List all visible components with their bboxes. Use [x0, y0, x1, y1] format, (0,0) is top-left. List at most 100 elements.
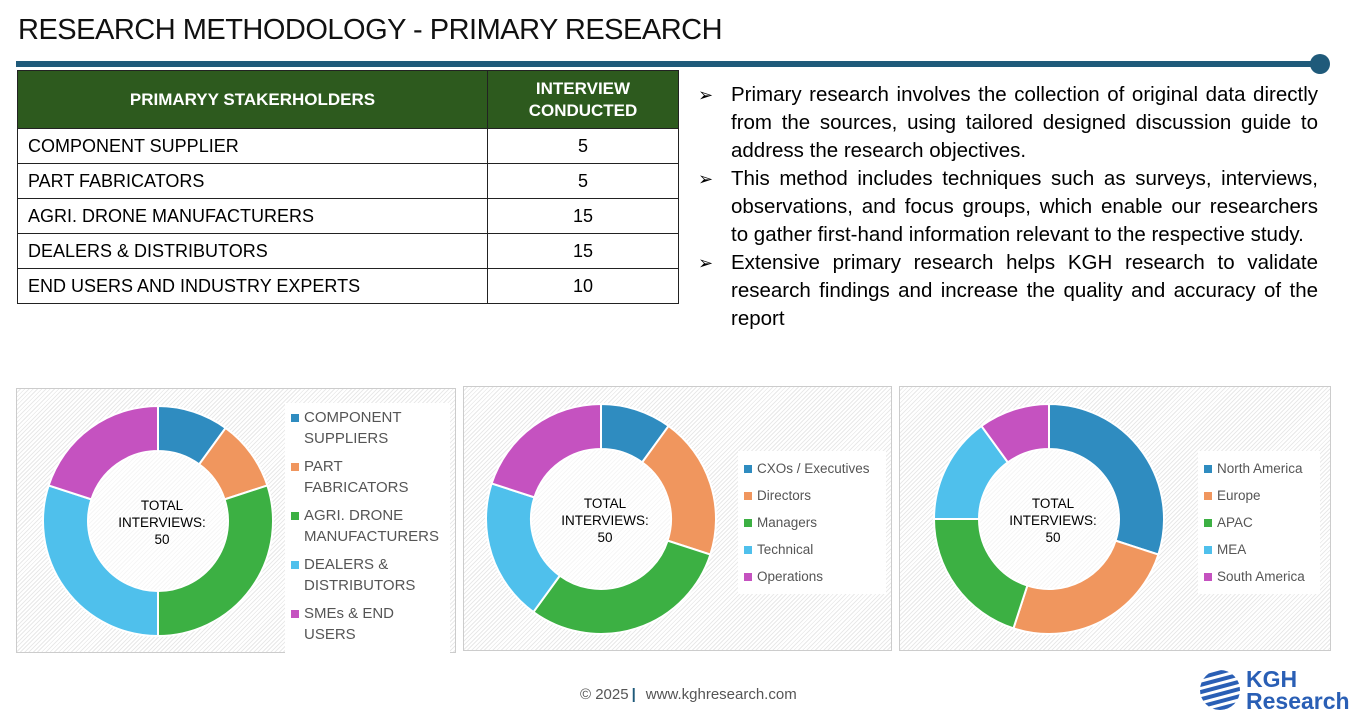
legend-label: South America	[1217, 569, 1305, 584]
legend-swatch	[1204, 518, 1212, 527]
website-link[interactable]: www.kghresearch.com	[645, 686, 797, 703]
legend-label: DEALERS & DISTRIBUTORS	[304, 556, 416, 594]
legend-label: North America	[1217, 461, 1303, 476]
chart-designation: TOTAL INTERVIEWS: 50 CXOs / Executives Direc…	[463, 386, 892, 651]
legend-label: AGRI. DRONE MANUFACTURERS	[304, 507, 440, 545]
stakeholder-name: END USERS AND INDUSTRY EXPERTS	[17, 268, 488, 304]
legend-label: CXOs / Executives	[757, 461, 870, 476]
legend-label: Europe	[1217, 488, 1261, 503]
legend-swatch	[291, 610, 299, 618]
stakeholder-name: DEALERS & DISTRIBUTORS	[17, 233, 488, 269]
table-row: END USERS AND INDUSTRY EXPERTS 10	[17, 268, 679, 304]
chart-legend: COMPONENT SUPPLIERS PART FABRICATORS AGRI.…	[285, 403, 450, 656]
interview-count: 10	[487, 268, 679, 304]
title-rule	[16, 61, 1322, 67]
interview-count: 15	[487, 198, 679, 234]
legend-swatch	[1204, 545, 1212, 554]
page-title: RESEARCH METHODOLOGY - PRIMARY RESEARCH	[18, 14, 723, 46]
table-row: AGRI. DRONE MANUFACTURERS 15	[17, 198, 679, 234]
legend-label: PART FABRICATORS	[304, 458, 409, 496]
chart-stakeholders: TOTAL INTERVIEWS: 50 COMPONENT SUPPLIERS PAR…	[16, 388, 456, 656]
legend-label: SMEs & END USERS	[304, 605, 395, 643]
donut-slice	[1012, 539, 1160, 635]
legend-item: AGRI. DRONE MANUFACTURERS	[291, 505, 444, 554]
bullet-item: This method includes techniques such as …	[698, 165, 1318, 249]
globe-icon	[1200, 670, 1240, 710]
legend-swatch	[1204, 572, 1212, 581]
chart-region: TOTAL INTERVIEWS: 50 North America Europe APA…	[899, 386, 1331, 651]
legend-item: South America	[1204, 563, 1314, 590]
donut-slice	[980, 402, 1050, 464]
legend-swatch	[744, 545, 752, 554]
bullet-item: Primary research involves the collection…	[698, 81, 1318, 165]
legend-item: DEALERS & DISTRIBUTORS	[291, 554, 444, 603]
legend-label: Managers	[757, 515, 818, 530]
center-label: INTERVIEWS:	[1009, 513, 1097, 528]
legend-swatch	[744, 518, 752, 527]
table-row: COMPONENT SUPPLIER 5	[17, 128, 679, 164]
interview-count: 15	[487, 233, 679, 269]
legend-item: North America	[1204, 455, 1314, 482]
legend-swatch	[744, 572, 752, 581]
copyright: © 2025	[580, 686, 629, 703]
stakeholder-name: COMPONENT SUPPLIER	[17, 128, 488, 164]
donut-slice	[490, 402, 602, 499]
table-row: PART FABRICATORS 5	[17, 163, 679, 199]
center-label: 50	[154, 532, 169, 547]
legend-item: PART FABRICATORS	[291, 456, 444, 505]
legend-item: Europe	[1204, 482, 1314, 509]
logo-text: Research	[1246, 688, 1350, 714]
center-label: TOTAL	[141, 498, 184, 513]
legend-swatch	[291, 414, 299, 422]
legend-label: MEA	[1217, 542, 1247, 557]
center-label: TOTAL	[1032, 496, 1075, 511]
legend-item: SMEs & END USERS	[291, 603, 444, 652]
header-stakeholders: PRIMARYY STAKERHOLDERS	[17, 70, 488, 129]
footer: © 2025 | www.kghresearch.com	[580, 686, 797, 703]
legend-item: Managers	[744, 509, 880, 536]
bullet-list: Primary research involves the collection…	[698, 81, 1318, 333]
center-label: 50	[1045, 530, 1060, 545]
legend-item: Technical	[744, 536, 880, 563]
header-interviews: INTERVIEW CONDUCTED	[487, 70, 679, 129]
donut-hole	[532, 450, 670, 588]
chart-legend: North America Europe APAC MEA South America	[1198, 451, 1320, 594]
stakeholder-table: PRIMARYY STAKERHOLDERS INTERVIEW CONDUCT…	[17, 70, 679, 304]
legend-swatch	[291, 512, 299, 520]
legend-swatch	[291, 463, 299, 471]
logo-text: KGH	[1246, 666, 1298, 692]
donut-slice	[157, 484, 274, 638]
legend-item: APAC	[1204, 509, 1314, 536]
legend-label: Directors	[757, 488, 812, 503]
center-label: INTERVIEWS:	[118, 515, 206, 530]
legend-label: Technical	[757, 542, 814, 557]
legend-swatch	[291, 561, 299, 569]
bullet-item: Extensive primary research helps KGH res…	[698, 249, 1318, 333]
legend-item: Directors	[744, 482, 880, 509]
legend-swatch	[1204, 491, 1212, 500]
donut-slice	[532, 539, 712, 635]
rule-end-dot	[1310, 54, 1330, 74]
donut-slice	[42, 484, 159, 638]
table-row: DEALERS & DISTRIBUTORS 15	[17, 233, 679, 269]
legend-swatch	[744, 491, 752, 500]
legend-item: MEA	[1204, 536, 1314, 563]
donut-slice	[1048, 402, 1165, 556]
legend-label: APAC	[1217, 515, 1253, 530]
donut-slice	[47, 404, 159, 501]
legend-swatch	[1204, 464, 1212, 473]
legend-label: Operations	[757, 569, 824, 584]
legend-item: CXOs / Executives	[744, 455, 880, 482]
donut-hole	[980, 450, 1118, 588]
stakeholder-name: PART FABRICATORS	[17, 163, 488, 199]
legend-swatch	[744, 464, 752, 473]
legend-item: COMPONENT SUPPLIERS	[291, 407, 444, 456]
center-label: TOTAL	[584, 496, 627, 511]
donut-hole	[89, 452, 227, 590]
interview-count: 5	[487, 128, 679, 164]
center-label: 50	[597, 530, 612, 545]
stakeholder-name: AGRI. DRONE MANUFACTURERS	[17, 198, 488, 234]
chart-legend: CXOs / Executives Directors Managers Techni…	[738, 451, 886, 594]
legend-item: Operations	[744, 563, 880, 590]
kgh-logo: KGH Research	[1198, 666, 1350, 714]
